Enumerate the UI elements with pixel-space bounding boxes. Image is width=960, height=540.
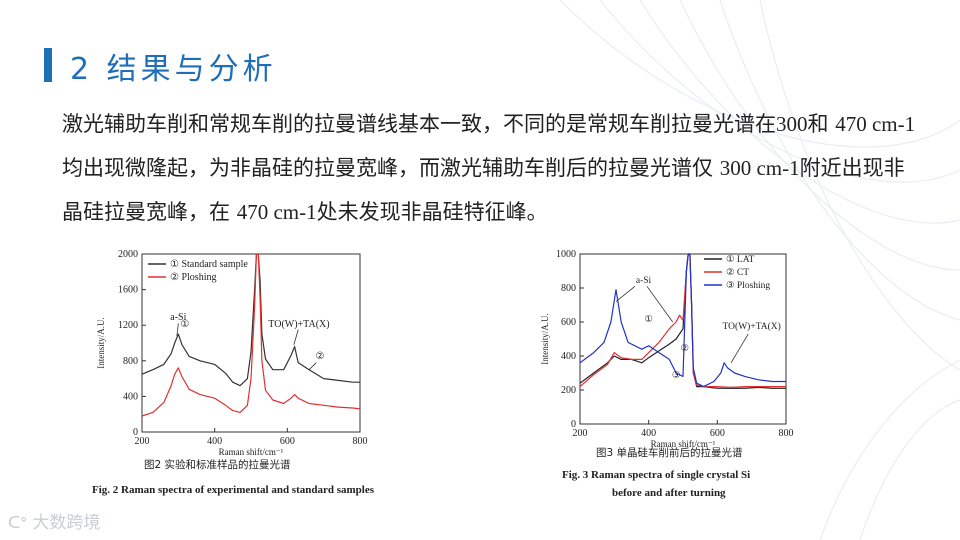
x-tick-label: 400 <box>641 428 656 439</box>
title-accent-bar <box>44 48 52 82</box>
x-tick-label: 800 <box>779 428 794 439</box>
raman-chart-fig2: 200 400 600 800 0 400 800 1200 1600 2000 Raman shi… <box>92 249 375 496</box>
y-tick-label: 1000 <box>556 249 576 260</box>
legend-label: ① Standard sample <box>170 259 248 270</box>
annotation: ③ <box>672 370 681 381</box>
annotation-arrow <box>293 329 299 345</box>
caption-en-2: before and after turning <box>612 487 726 499</box>
y-tick-label: 800 <box>561 283 576 294</box>
x-tick-label: 200 <box>573 428 588 439</box>
paragraph-segment: 470 cm-1 <box>835 112 916 136</box>
logo-icon: ᑕᐤ <box>8 513 28 533</box>
annotation-arrow <box>176 323 179 336</box>
caption-zh: 图3 单晶硅车削前后的拉曼光谱 <box>596 446 743 459</box>
y-tick-label: 1600 <box>118 285 138 296</box>
legend-label: ② Ploshing <box>170 272 216 283</box>
paragraph-segment: 300 cm-1 <box>719 156 800 180</box>
annotation: ② <box>316 351 325 362</box>
series-line-2 <box>579 253 786 388</box>
y-tick-label: 200 <box>561 385 576 396</box>
x-tick-label: 600 <box>280 436 295 447</box>
paragraph-segment: 300 <box>776 112 808 136</box>
paragraph-segment: 激光辅助车削和常规车削的拉曼谱线基本一致，不同的是常规车削拉曼光谱在 <box>62 112 776 136</box>
slide-title: 2 结果与分析 <box>70 52 277 87</box>
legend-label: ③ Ploshing <box>726 280 770 291</box>
body-paragraph: 激光辅助车削和常规车削的拉曼谱线基本一致，不同的是常规车削拉曼光谱在300和 4… <box>62 102 922 234</box>
annotation: TO(W)+TA(X) <box>723 321 781 332</box>
watermark-logo: ᑕᐤ 大数跨境 <box>8 508 100 533</box>
x-tick-label: 200 <box>135 436 150 447</box>
paragraph-segment: 470 cm-1 <box>236 200 317 224</box>
paragraph-segment: 处未发现非晶硅特征峰。 <box>316 200 548 224</box>
paragraph-segment: 和 <box>807 112 836 136</box>
annotation: a-Si <box>170 312 186 323</box>
caption-en: Fig. 3 Raman spectra of single crystal S… <box>562 469 750 481</box>
y-tick-label: 800 <box>123 356 138 367</box>
y-tick-label: 2000 <box>118 249 138 260</box>
figure-3: 200 400 600 800 0 200 400 600 800 1000 Raman shift… <box>532 242 800 504</box>
annotation: TO(W)+TA(X) <box>268 319 329 330</box>
caption-en: Fig. 2 Raman spectra of experimental and… <box>92 484 375 496</box>
annotation: ① <box>180 319 189 330</box>
annotation-arrow <box>646 286 674 323</box>
y-tick-label: 400 <box>123 391 138 402</box>
legend-label: ② CT <box>726 267 749 278</box>
annotation: ② <box>680 343 689 354</box>
plot-frame <box>579 253 787 425</box>
paragraph-segment: 附近出现非晶硅拉曼宽峰，在 <box>62 156 905 224</box>
caption-zh: 图2 实验和标准样品的拉曼光谱 <box>144 458 291 471</box>
annotation-arrow <box>730 333 749 364</box>
y-axis-label: Intensity/A.U. <box>96 317 106 369</box>
figure-2: 200 400 600 800 0 400 800 1200 1600 2000 Raman shi… <box>88 242 410 504</box>
x-tick-label: 400 <box>207 436 222 447</box>
y-tick-label: 0 <box>133 427 138 438</box>
series-line-3 <box>579 253 786 388</box>
annotation-arrow <box>308 362 317 370</box>
x-tick-label: 800 <box>353 436 368 447</box>
series-line-2 <box>141 253 361 417</box>
y-tick-label: 0 <box>571 419 576 430</box>
y-tick-label: 600 <box>561 317 576 328</box>
annotation: ① <box>644 314 653 325</box>
plot-frame <box>141 253 361 433</box>
x-axis-label: Raman shift/cm⁻¹ <box>651 439 716 449</box>
y-axis-label: Intensity/A.U. <box>540 313 550 365</box>
legend-label: ① LAT <box>726 254 755 265</box>
watermark-text: 大数跨境 <box>32 513 101 533</box>
x-axis-label: Raman shift/cm⁻¹ <box>219 447 284 457</box>
paragraph-segment: 均出现微隆起，为非晶硅的拉曼宽峰，而激光辅助车削后的拉曼光谱仅 <box>62 156 720 180</box>
annotation-arrow <box>615 285 636 302</box>
annotation: a-Si <box>636 276 652 286</box>
x-tick-label: 600 <box>710 428 725 439</box>
y-tick-label: 400 <box>561 351 576 362</box>
y-tick-label: 1200 <box>118 320 138 331</box>
